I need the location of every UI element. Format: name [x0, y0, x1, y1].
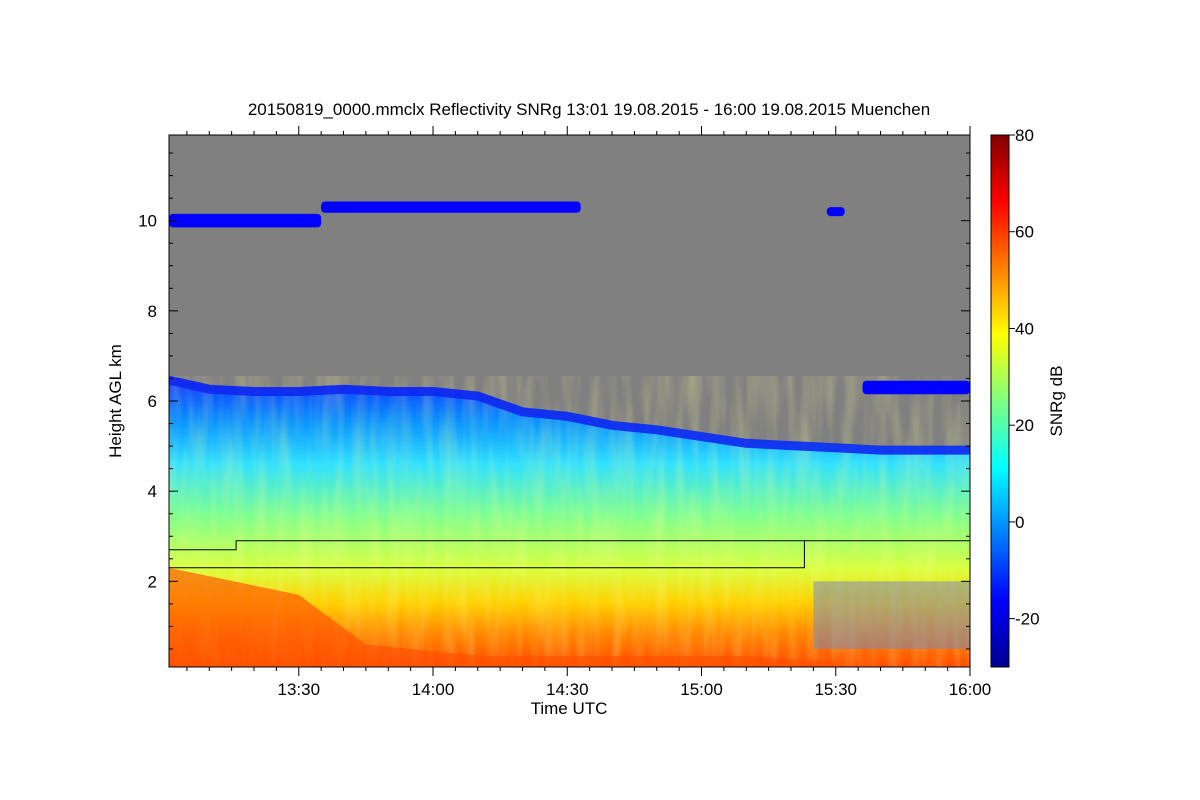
x-tick-label: 16:00	[949, 680, 992, 699]
y-tick-label: 4	[148, 482, 157, 501]
colorbar-tick-label: 20	[1015, 416, 1034, 435]
x-tick-label: 15:30	[814, 680, 857, 699]
x-tick-label: 13:30	[277, 680, 320, 699]
x-tick-label: 15:00	[680, 680, 723, 699]
y-axis: 2 4 6 8 10	[138, 152, 970, 650]
colorbar-tick-label: 80	[1015, 126, 1034, 145]
cirrus-layer-1	[169, 213, 322, 228]
y-tick-label: 6	[148, 392, 157, 411]
colorbar-ticks: -20 0 20 40 60 80	[1009, 126, 1040, 629]
x-tick-label: 14:30	[546, 680, 589, 699]
cirrus-layers	[169, 201, 970, 395]
x-tick-label: 14:00	[412, 680, 455, 699]
mixing-layer-lines	[169, 540, 970, 569]
plot-area: 13:30 14:00 14:30 15:00 15:30 16:00 2 4 6 8 10	[138, 126, 991, 699]
y-tick-label: 2	[148, 572, 157, 591]
colorbar-scale	[990, 134, 1010, 668]
low-clear-region	[813, 581, 970, 649]
colorbar-tick-label: 60	[1015, 223, 1034, 242]
y-axis-label: Height AGL km	[106, 344, 125, 458]
chart-title: 20150819_0000.mmclx Reflectivity SNRg 13…	[248, 100, 930, 119]
cirrus-layer-4	[862, 380, 970, 395]
colorbar-tick-label: 0	[1015, 513, 1024, 532]
colorbar-tick-label: 40	[1015, 319, 1034, 338]
cirrus-layer-3	[826, 207, 845, 217]
x-axis-label: Time UTC	[531, 699, 608, 718]
x-axis: 13:30 14:00 14:30 15:00 15:30 16:00	[186, 126, 992, 699]
y-tick-label: 10	[138, 212, 157, 231]
cirrus-layer-2	[321, 201, 581, 213]
mixing-layer-line-2	[169, 540, 805, 569]
colorbar: -20 0 20 40 60 80 SNRg dB	[990, 126, 1066, 668]
y-tick-label: 8	[148, 302, 157, 321]
surface-echo-band	[169, 567, 836, 667]
colorbar-tick-label: -20	[1015, 610, 1040, 629]
colorbar-label: SNRg dB	[1047, 366, 1066, 437]
cloud-top-edge	[169, 375, 970, 455]
mixing-layer-line-1	[169, 540, 970, 551]
